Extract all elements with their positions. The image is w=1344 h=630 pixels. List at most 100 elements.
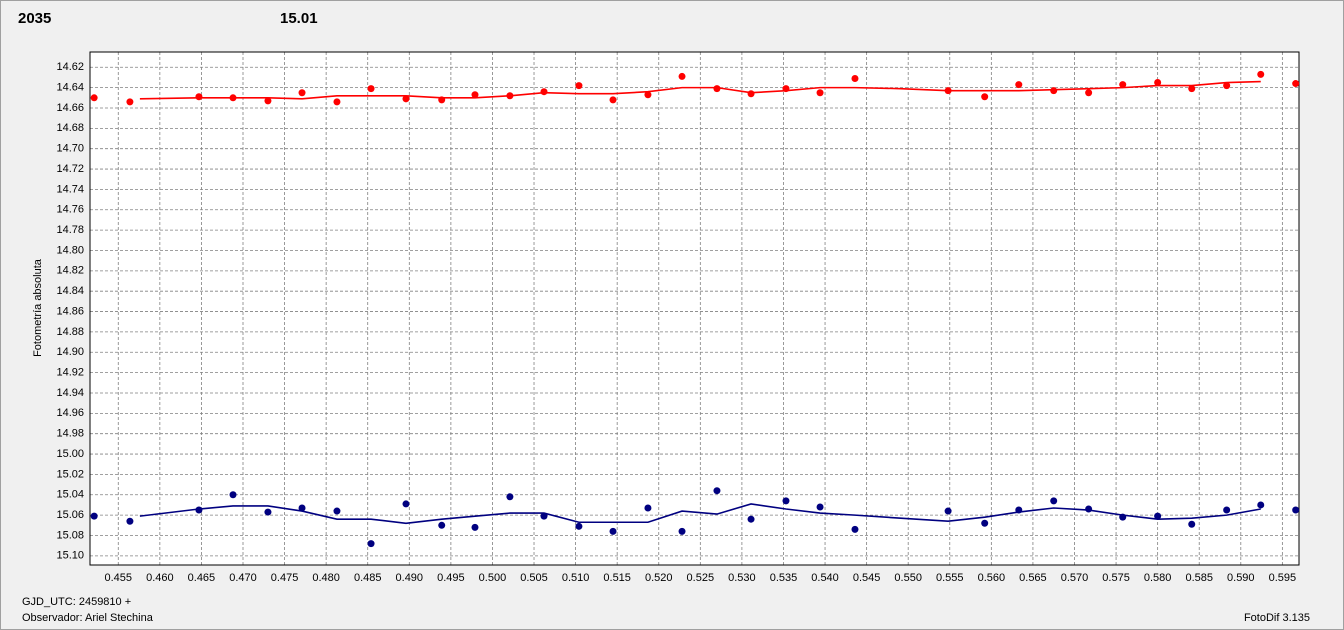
data-point xyxy=(1188,85,1196,93)
y-tick-label: 15.06 xyxy=(56,509,84,521)
data-point xyxy=(540,88,548,96)
data-point xyxy=(1223,506,1231,514)
x-tick-label: 0.490 xyxy=(396,572,424,584)
x-tick-label: 0.545 xyxy=(853,572,881,584)
data-point xyxy=(298,504,306,512)
data-point xyxy=(367,540,375,548)
y-tick-label: 14.92 xyxy=(56,367,84,379)
data-point xyxy=(540,512,548,520)
data-point xyxy=(1257,501,1265,509)
y-tick-label: 14.94 xyxy=(56,387,84,399)
data-point xyxy=(981,93,989,101)
y-tick-label: 14.70 xyxy=(56,143,84,155)
x-axis-label: GJD_UTC: 2459810 + xyxy=(22,596,131,608)
trend-line xyxy=(139,80,1261,100)
x-tick-label: 0.495 xyxy=(437,572,465,584)
plot-border xyxy=(89,51,1300,566)
data-point xyxy=(264,508,272,516)
data-point xyxy=(713,85,721,93)
data-point xyxy=(713,487,721,495)
x-tick-label: 0.575 xyxy=(1102,572,1130,584)
data-point xyxy=(944,507,952,515)
series-label: 2035 xyxy=(18,10,51,27)
y-tick-label: 14.84 xyxy=(56,285,84,297)
data-point xyxy=(90,94,98,102)
data-point xyxy=(678,72,686,80)
y-tick-label: 15.00 xyxy=(56,448,84,460)
y-tick-label: 15.02 xyxy=(56,468,84,480)
data-point xyxy=(981,519,989,527)
y-tick-label: 15.10 xyxy=(56,550,84,562)
x-tick-label: 0.480 xyxy=(312,572,340,584)
x-tick-label: 0.590 xyxy=(1227,572,1255,584)
data-point xyxy=(944,87,952,95)
data-point xyxy=(1085,505,1093,513)
data-point xyxy=(195,506,203,514)
software: FotoDif 3.135 xyxy=(1244,612,1310,624)
y-tick-label: 14.78 xyxy=(56,224,84,236)
y-tick-label: 14.82 xyxy=(56,265,84,277)
data-point xyxy=(816,503,824,511)
x-tick-label: 0.560 xyxy=(978,572,1006,584)
data-point xyxy=(1292,80,1300,88)
x-tick-label: 0.540 xyxy=(811,572,839,584)
data-point xyxy=(367,85,375,93)
data-point xyxy=(90,512,98,520)
data-point xyxy=(1188,520,1196,528)
data-point xyxy=(1050,87,1058,95)
data-point xyxy=(782,85,790,93)
y-tick-label: 14.64 xyxy=(56,82,84,94)
x-tick-label: 0.525 xyxy=(687,572,715,584)
data-point xyxy=(1119,513,1127,521)
x-tick-label: 0.570 xyxy=(1061,572,1089,584)
y-tick-label: 14.68 xyxy=(56,122,84,134)
y-tick-label: 14.72 xyxy=(56,163,84,175)
data-point xyxy=(333,98,341,106)
data-point xyxy=(1292,506,1300,514)
data-point xyxy=(747,515,755,523)
data-point xyxy=(264,97,272,105)
data-point xyxy=(1119,81,1127,89)
y-tick-label: 15.08 xyxy=(56,529,84,541)
data-point xyxy=(402,95,410,103)
data-point xyxy=(851,74,859,82)
x-tick-label: 0.550 xyxy=(894,572,922,584)
y-tick-label: 14.86 xyxy=(56,305,84,317)
data-point xyxy=(1257,70,1265,78)
y-tick-label: 15.04 xyxy=(56,489,84,501)
data-point xyxy=(1223,82,1231,90)
data-point xyxy=(126,98,134,106)
x-tick-label: 0.455 xyxy=(105,572,133,584)
trend-line xyxy=(139,503,1261,525)
data-point xyxy=(644,91,652,99)
plot-area xyxy=(90,52,1299,565)
data-point xyxy=(609,527,617,535)
data-point xyxy=(229,491,237,499)
x-tick-label: 0.475 xyxy=(271,572,299,584)
data-point xyxy=(747,90,755,98)
x-tick-label: 0.460 xyxy=(146,572,174,584)
y-tick-label: 14.88 xyxy=(56,326,84,338)
series-label: 15.01 xyxy=(280,10,318,27)
data-point xyxy=(506,92,514,100)
x-tick-label: 0.535 xyxy=(770,572,798,584)
data-point xyxy=(1015,81,1023,89)
data-point xyxy=(506,493,514,501)
x-tick-label: 0.505 xyxy=(520,572,548,584)
data-point xyxy=(1154,512,1162,520)
data-point xyxy=(816,89,824,97)
data-point xyxy=(1050,497,1058,505)
x-tick-label: 0.510 xyxy=(562,572,590,584)
data-point xyxy=(1015,506,1023,514)
y-tick-label: 14.66 xyxy=(56,102,84,114)
y-axis-label: Fotometría absoluta xyxy=(32,258,44,357)
data-point xyxy=(298,89,306,97)
x-tick-label: 0.500 xyxy=(479,572,507,584)
x-tick-label: 0.470 xyxy=(229,572,257,584)
x-tick-label: 0.515 xyxy=(603,572,631,584)
data-point xyxy=(609,96,617,104)
x-tick-label: 0.520 xyxy=(645,572,673,584)
y-tick-label: 14.62 xyxy=(56,61,84,73)
y-tick-label: 14.90 xyxy=(56,346,84,358)
x-tick-label: 0.580 xyxy=(1144,572,1172,584)
